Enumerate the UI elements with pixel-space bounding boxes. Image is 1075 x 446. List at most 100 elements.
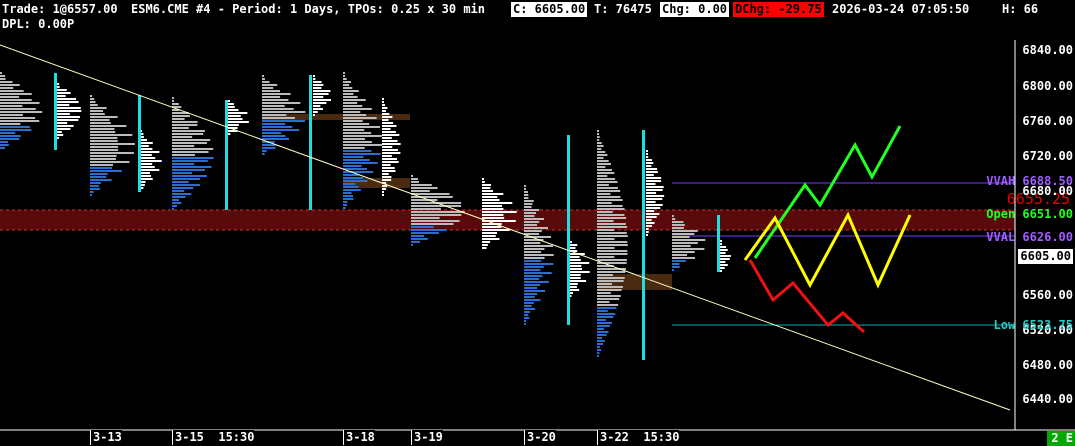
tpo-row [524,257,545,259]
tpo-row [0,141,9,143]
level-value: 6688.50 [1022,174,1073,188]
tpo-row [524,290,546,292]
tpo-row [55,89,67,91]
tpo-row [646,204,663,206]
tpo-row [172,187,194,189]
close-price: C: 6605.00 [511,2,588,17]
tpo-row [313,75,315,77]
tpo-row [90,140,118,142]
tpo-row [0,81,13,83]
tpo-row [597,352,600,354]
tpo-row [597,238,615,240]
tpo-row [313,84,324,86]
tpo-row [172,205,177,207]
tpo-row [382,182,387,184]
tpo-row [262,132,282,134]
tpo-row [172,112,189,114]
tpo-row [482,226,502,228]
tpo-row [597,286,623,288]
tpo-row [672,227,684,229]
tpo-row [597,268,627,270]
marker-price: 6655.25 [1006,190,1070,208]
range-bar [262,114,410,120]
tpo-row [0,72,2,74]
tpo-row [343,204,348,206]
tpo-row [90,176,107,178]
tpo-row [382,146,393,148]
tpo-row [382,167,395,169]
tpo-row [313,90,331,92]
price-tick-label: 6760.00 [1022,114,1073,128]
tpo-row [411,244,413,246]
tpo-row [343,99,366,101]
tpo-row [524,272,552,274]
tpo-row [720,240,722,242]
tpo-row [90,137,118,139]
tpo-row [597,202,612,204]
tpo-row [343,141,372,143]
tpo-row [411,241,421,243]
date-label: 3-20 [524,430,556,445]
tpo-row [524,224,537,226]
tpo-row [382,149,398,151]
tpo-row [482,208,504,210]
tpo-row [524,194,529,196]
tpo-row [90,179,112,181]
tpo-row [597,289,622,291]
tpo-row [411,190,430,192]
tpo-row [524,230,542,232]
tpo-row [597,328,605,330]
tpo-row [262,123,286,125]
tpo-row [55,122,68,124]
tpo-row [411,223,454,225]
tpo-row [90,173,108,175]
tpo-row [343,165,362,167]
price-tick-label: 6680.00 [1022,184,1073,198]
status: 2 E [1051,431,1073,446]
tpo-row [313,114,315,116]
tpo-row [524,260,542,262]
level-row: Low 6523.75 [994,318,1073,333]
tpo-row [411,196,453,198]
level-value: 6651.00 [1022,207,1073,221]
tpo-row [90,119,110,121]
tpo-row [0,129,32,131]
tpo-row [172,109,180,111]
tpo-row [90,113,105,115]
tpo-row [411,181,419,183]
tpo-row [0,123,21,125]
tpo-row [411,193,450,195]
tpo-row [597,256,615,258]
tpo-row [343,195,354,197]
tpo-row [90,194,92,196]
tpo-row [262,117,295,119]
tpo-row [672,242,698,244]
tpo-row [140,133,144,135]
tpo-row [597,184,609,186]
tpo-row [90,182,101,184]
tpo-row [343,174,359,176]
tpo-row [0,132,16,134]
tpo-row [55,131,62,133]
tpo-row [720,258,730,260]
tpo-row [0,75,6,77]
tpo-row [140,151,160,153]
tpo-row [172,139,211,141]
tpo-row [597,187,618,189]
tpo-row [524,254,554,256]
tpo-row [343,93,354,95]
tpo-row [0,90,24,92]
tpo-row [90,131,116,133]
tpo-row [482,190,493,192]
tpo-row [0,105,23,107]
tpo-row [568,277,581,279]
tpo-row [597,181,618,183]
tpo-row [597,247,615,249]
tpo-row [382,164,391,166]
tpo-row [411,178,418,180]
tpo-row [597,343,604,345]
date-label: 3-18 [343,430,375,445]
tpo-row [228,124,239,126]
tpo-row [172,160,208,162]
